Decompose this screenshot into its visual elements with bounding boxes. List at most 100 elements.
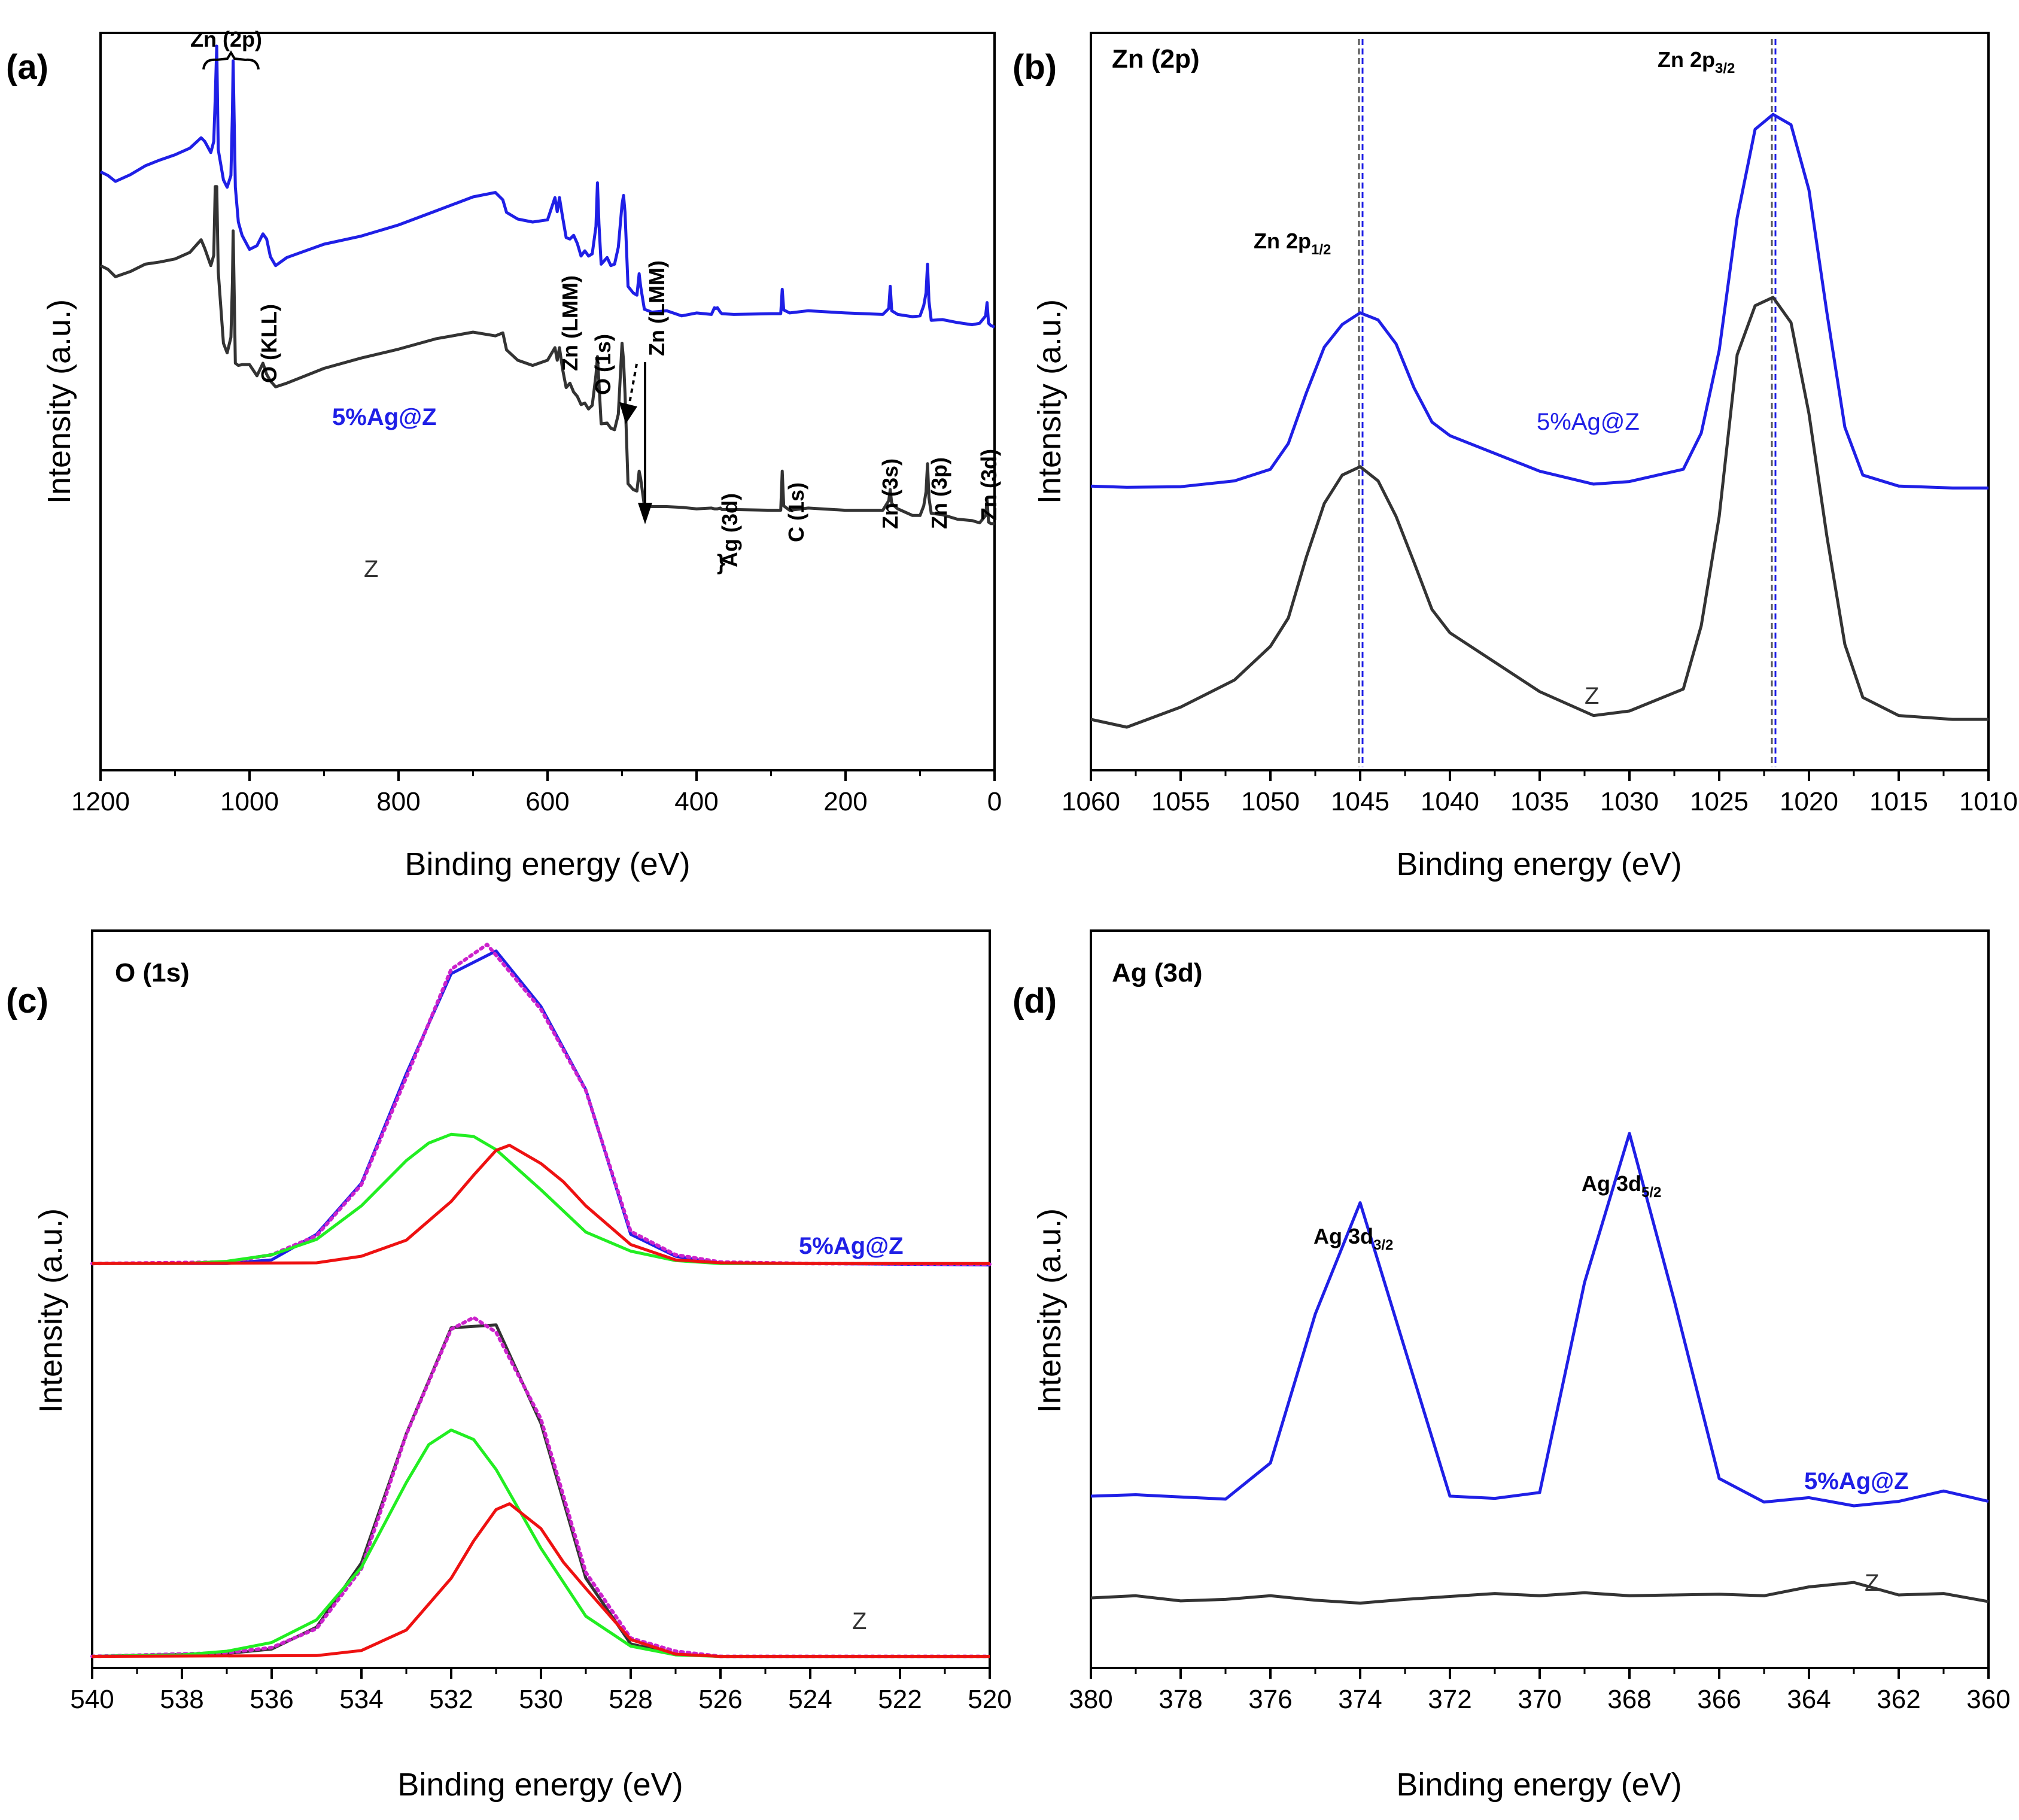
series-line-b-1 <box>1090 296 1988 729</box>
panel-b-x-axis-title: Binding energy (eV) <box>1396 846 1682 882</box>
x-tick-label-d-0: 380 <box>1069 1685 1112 1714</box>
panel-c-label-5ag: 5%Ag@Z <box>799 1233 904 1259</box>
x-tick-label-b-1: 1055 <box>1151 787 1210 816</box>
x-tick-label-c-4: 532 <box>429 1685 473 1714</box>
x-tick-label-b-10: 1010 <box>1959 787 2018 816</box>
annotation-zn3p: Zn (3p) <box>927 457 951 529</box>
panel-b-label-5ag: 5%Ag@Z <box>1537 409 1640 435</box>
panel-c-x-axis-title: Binding energy (eV) <box>397 1767 683 1803</box>
panel-d-label-z: Z <box>1865 1570 1879 1596</box>
annotation-zn3d: Zn (3d) <box>977 449 1001 521</box>
series-line-c-5 <box>90 1315 992 1658</box>
panel-b-label-z: Z <box>1585 683 1599 709</box>
series-line-c-7 <box>92 1502 990 1658</box>
x-tick-label-c-8: 524 <box>788 1685 832 1714</box>
panel-a-series-group <box>99 44 995 525</box>
x-tick-label-d-4: 372 <box>1428 1685 1471 1714</box>
annotation-zn3s: Zn (3s) <box>878 458 902 529</box>
panel-a-plot-area: 1200 1000 800 600 400 200 0 <box>71 32 1002 816</box>
x-tick-label-b-4: 1040 <box>1421 787 1479 816</box>
x-tick-label-d-10: 360 <box>1966 1685 2010 1714</box>
annotation-c1s: C (1s) <box>784 482 808 542</box>
x-tick-label-d-1: 378 <box>1159 1685 1202 1714</box>
panel-d-y-axis-title: Intensity (a.u.) <box>1032 1208 1068 1413</box>
panel-d-x-axis-title: Binding energy (eV) <box>1396 1767 1682 1803</box>
panel-c-frame <box>91 929 991 1669</box>
x-tick-label-b-2: 1050 <box>1241 787 1300 816</box>
panel-b-zn2p: (b) Zn (2p) 1060 1055 1050 1045 1040 1035 1030… <box>1012 32 2018 882</box>
annotation-zn2p12: Zn 2p1/2 <box>1254 229 1331 258</box>
x-tick-label-c-3: 534 <box>339 1685 383 1714</box>
series-line-a-0 <box>99 44 995 329</box>
x-tick-label-d-5: 370 <box>1518 1685 1561 1714</box>
x-tick-label-a-5: 200 <box>823 787 867 816</box>
x-tick-label-a-0: 1200 <box>71 787 130 816</box>
panel-c-series-group <box>90 943 992 1658</box>
annotation-zn-lmm-2: Zn (LMM) <box>644 260 669 356</box>
panel-c-label-z: Z <box>852 1608 866 1634</box>
x-tick-label-b-3: 1045 <box>1331 787 1389 816</box>
x-tick-label-b-0: 1060 <box>1062 787 1120 816</box>
panel-b-reference-lines <box>1358 39 1777 767</box>
panel-d-letter: (d) <box>1012 982 1057 1020</box>
series-line-c-0 <box>92 949 990 1267</box>
x-tick-label-c-9: 522 <box>878 1685 922 1714</box>
series-line-d-0 <box>1090 1132 1989 1508</box>
x-tick-label-d-2: 376 <box>1248 1685 1292 1714</box>
x-tick-label-a-2: 800 <box>376 787 420 816</box>
x-tick-label-c-7: 526 <box>698 1685 742 1714</box>
panel-b-x-ticks: 1060 1055 1050 1045 1040 1035 1030 1025 1020 1015… <box>1062 770 2018 816</box>
panel-d-x-ticks: 380 378 376 374 372 370 368 366 364 362 360 <box>1069 1668 2011 1714</box>
panel-b-frame <box>1090 32 1990 771</box>
annotation-ag3d-brace: } <box>717 550 725 575</box>
x-tick-label-d-8: 364 <box>1787 1685 1831 1714</box>
annotation-zn-lmm-arrowhead <box>638 503 652 524</box>
x-tick-label-a-1: 1000 <box>220 787 279 816</box>
x-tick-label-c-1: 538 <box>160 1685 203 1714</box>
x-tick-label-a-6: 0 <box>987 787 1002 816</box>
x-tick-label-b-6: 1030 <box>1600 787 1659 816</box>
panel-d-ag3d: (d) Ag (3d) 380 378 376 374 372 370 368 366 364 3… <box>1012 929 2011 1803</box>
series-line-d-1 <box>1090 1581 1989 1605</box>
x-tick-label-c-0: 540 <box>70 1685 114 1714</box>
annotation-ag3d52: Ag 3d5/2 <box>1582 1171 1661 1201</box>
panel-c-y-axis-title: Intensity (a.u.) <box>33 1208 69 1413</box>
annotation-zn-lmm-dotted-arrowhead <box>619 402 637 424</box>
panel-b-title: Zn (2p) <box>1112 44 1200 74</box>
x-tick-label-b-5: 1035 <box>1510 787 1569 816</box>
panel-d-title: Ag (3d) <box>1112 958 1203 988</box>
annotation-zn2p32: Zn 2p3/2 <box>1658 47 1735 77</box>
annotation-ag3d32: Ag 3d3/2 <box>1313 1224 1393 1253</box>
annotation-ag3d: Ag (3d) <box>717 493 742 567</box>
x-tick-label-a-4: 400 <box>674 787 718 816</box>
panel-a-label-5ag: 5%Ag@Z <box>332 404 437 430</box>
panel-a-letter: (a) <box>6 48 48 87</box>
series-line-b-0 <box>1090 113 1988 490</box>
x-tick-label-c-6: 528 <box>609 1685 652 1714</box>
panel-d-series-group <box>1090 1132 1989 1605</box>
panel-a-y-axis-title: Intensity (a.u.) <box>41 299 77 504</box>
x-tick-label-d-9: 362 <box>1877 1685 1920 1714</box>
annotation-zn2p: Zn (2p) <box>190 27 262 51</box>
series-line-c-1 <box>90 943 992 1266</box>
x-tick-label-b-8: 1020 <box>1780 787 1838 816</box>
x-tick-label-c-10: 520 <box>968 1685 1011 1714</box>
panel-d-label-5ag: 5%Ag@Z <box>1804 1468 1909 1494</box>
annotation-o-kll: O (KLL) <box>257 304 281 383</box>
annotation-zn2p-brace <box>202 50 260 70</box>
x-tick-label-d-3: 374 <box>1338 1685 1382 1714</box>
panel-b-y-axis-title: Intensity (a.u.) <box>1032 299 1068 504</box>
panel-b-series-group <box>1090 113 1988 729</box>
panel-c-letter: (c) <box>6 982 48 1020</box>
annotation-o1s: O (1s) <box>591 334 615 395</box>
x-tick-label-b-7: 1025 <box>1690 787 1749 816</box>
series-line-c-3 <box>92 1144 990 1265</box>
x-tick-label-d-7: 366 <box>1697 1685 1741 1714</box>
panel-a-survey-spectrum: (a) 1200 1000 800 600 400 200 0 Binding energy… <box>6 27 1002 882</box>
series-line-a-1 <box>99 185 995 525</box>
x-tick-label-b-9: 1015 <box>1869 787 1928 816</box>
panel-a-x-ticks: 1200 1000 800 600 400 200 0 <box>71 770 1002 816</box>
x-tick-label-c-5: 530 <box>519 1685 562 1714</box>
series-line-c-4 <box>92 1323 990 1658</box>
